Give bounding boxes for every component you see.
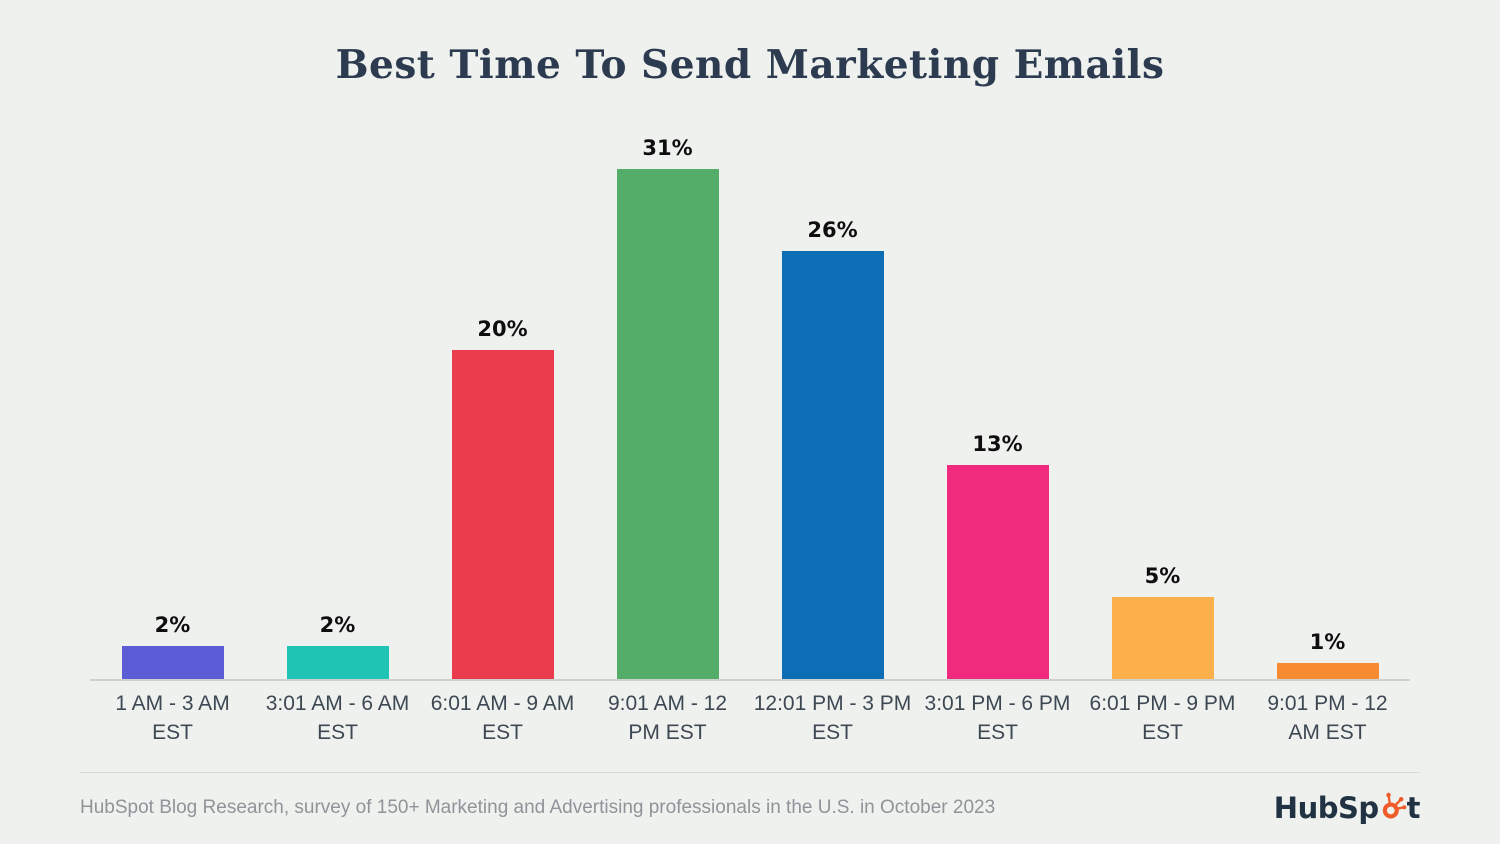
bar (286, 646, 389, 679)
footer-divider (80, 772, 1420, 774)
bar-column: 20% (420, 317, 585, 679)
bar-value-label: 2% (154, 613, 191, 638)
source-attribution: HubSpot Blog Research, survey of 150+ Ma… (80, 797, 996, 819)
bars-row: 2% 2% 20% 31% 26% 13% 5% 1% (90, 136, 1410, 679)
bar-value-label: 1% (1309, 629, 1346, 654)
bar (1276, 662, 1379, 679)
bar-value-label: 20% (477, 317, 528, 341)
bar-column: 26% (750, 218, 915, 679)
bar (616, 169, 719, 679)
x-axis-label: 12:01 PM - 3 PM EST (753, 692, 912, 744)
bar-column: 5% (1080, 564, 1245, 679)
labels-row: 1 AM - 3 AM EST 3:01 AM - 6 AM EST 6:01 AM -… (90, 690, 1410, 747)
hubspot-logo: HubSp t (1273, 791, 1421, 826)
x-axis-line (90, 679, 1410, 681)
x-axis-label: 3:01 AM - 6 AM EST (265, 692, 410, 744)
chart-title: Best Time To Send Marketing Emails (335, 42, 1165, 88)
bar (121, 646, 224, 679)
bar-column: 1% (1245, 630, 1410, 679)
bar-column: 2% (90, 613, 255, 679)
bar (451, 350, 554, 679)
bar-chart: 2% 2% 20% 31% 26% 13% 5% 1% 1 AM - 3 AM EST 3:01 … (90, 136, 1410, 747)
bar (781, 251, 884, 679)
bar-value-label: 5% (1144, 563, 1181, 588)
bar-column: 2% (255, 613, 420, 679)
x-axis-label: 1 AM - 3 AM EST (115, 692, 230, 744)
bar-value-label: 31% (642, 136, 693, 161)
bar (946, 465, 1049, 679)
bar (1111, 596, 1214, 679)
x-axis-label: 9:01 AM - 12 PM EST (607, 692, 728, 744)
bar-value-label: 26% (807, 218, 858, 243)
x-axis-label: 6:01 PM - 9 PM EST (1089, 692, 1236, 744)
x-axis-label: 9:01 PM - 12 AM EST (1267, 692, 1388, 744)
logo-text-after: t (1406, 791, 1421, 826)
logo-text-before: HubSp (1273, 791, 1379, 826)
bar-value-label: 2% (319, 613, 356, 638)
bar-column: 13% (915, 432, 1080, 679)
x-axis-label: 6:01 AM - 9 AM EST (430, 692, 575, 744)
footer: HubSpot Blog Research, survey of 150+ Ma… (80, 791, 1421, 826)
hubspot-sprocket-icon (1382, 792, 1406, 819)
bar-column: 31% (585, 136, 750, 679)
bar-value-label: 13% (972, 432, 1023, 457)
x-axis-label: 3:01 PM - 6 PM EST (924, 692, 1071, 744)
